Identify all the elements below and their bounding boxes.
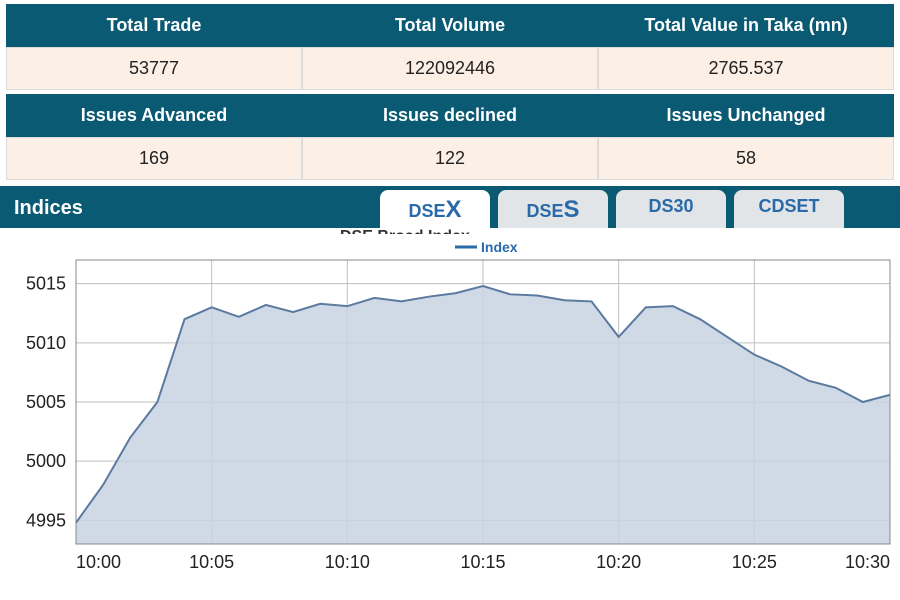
- td-issues-advanced: 169: [6, 137, 302, 180]
- svg-text:5000: 5000: [26, 451, 66, 471]
- td-total-value: 2765.537: [598, 47, 894, 90]
- summary-table-2: Issues Advanced Issues declined Issues U…: [6, 94, 894, 180]
- th-total-volume: Total Volume: [302, 4, 598, 47]
- svg-text:10:25: 10:25: [732, 552, 777, 572]
- index-chart: 4995 5000 5005 5010 5015 10:00 10:05 10:10 10:15…: [6, 234, 894, 576]
- index-chart-svg: 4995 5000 5005 5010 5015 10:00 10:05 10:10 10:15…: [6, 234, 894, 576]
- tab-dses[interactable]: DSES: [498, 190, 608, 228]
- tab-dsex[interactable]: DSEX: [380, 190, 490, 228]
- indices-tabs: DSEX DSES DS30 CDSET: [380, 190, 844, 228]
- th-issues-declined: Issues declined: [302, 94, 598, 137]
- svg-text:10:30: 10:30: [845, 552, 890, 572]
- tab-ds30-label: DS30: [648, 196, 693, 216]
- svg-text:Index: Index: [481, 239, 518, 255]
- svg-text:10:05: 10:05: [189, 552, 234, 572]
- td-total-volume: 122092446: [302, 47, 598, 90]
- tab-cdset-label: CDSET: [758, 196, 819, 216]
- summary-table-1: Total Trade Total Volume Total Value in …: [6, 4, 894, 90]
- tab-dses-prefix: DSE: [526, 201, 563, 221]
- tab-dsex-prefix: DSE: [408, 201, 445, 221]
- td-issues-unchanged: 58: [598, 137, 894, 180]
- svg-text:10:10: 10:10: [325, 552, 370, 572]
- tab-dses-suffix: S: [564, 196, 580, 223]
- td-total-trade: 53777: [6, 47, 302, 90]
- td-issues-declined: 122: [302, 137, 598, 180]
- tab-ds30[interactable]: DS30: [616, 190, 726, 228]
- tab-cdset[interactable]: CDSET: [734, 190, 844, 228]
- th-total-value: Total Value in Taka (mn): [598, 4, 894, 47]
- th-total-trade: Total Trade: [6, 4, 302, 47]
- svg-text:10:15: 10:15: [460, 552, 505, 572]
- indices-label: Indices: [0, 189, 97, 228]
- th-issues-unchanged: Issues Unchanged: [598, 94, 894, 137]
- svg-text:5010: 5010: [26, 333, 66, 353]
- svg-text:5015: 5015: [26, 274, 66, 294]
- svg-text:5005: 5005: [26, 392, 66, 412]
- th-issues-advanced: Issues Advanced: [6, 94, 302, 137]
- svg-text:4995: 4995: [26, 510, 66, 530]
- indices-bar: Indices DSEX DSES DS30 CDSET DSE Broad I…: [0, 186, 900, 228]
- svg-text:10:00: 10:00: [76, 552, 121, 572]
- svg-text:10:20: 10:20: [596, 552, 641, 572]
- tab-dsex-suffix: X: [446, 196, 462, 223]
